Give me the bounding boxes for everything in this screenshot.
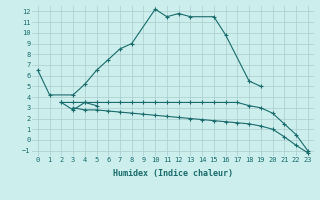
X-axis label: Humidex (Indice chaleur): Humidex (Indice chaleur) [113, 169, 233, 178]
